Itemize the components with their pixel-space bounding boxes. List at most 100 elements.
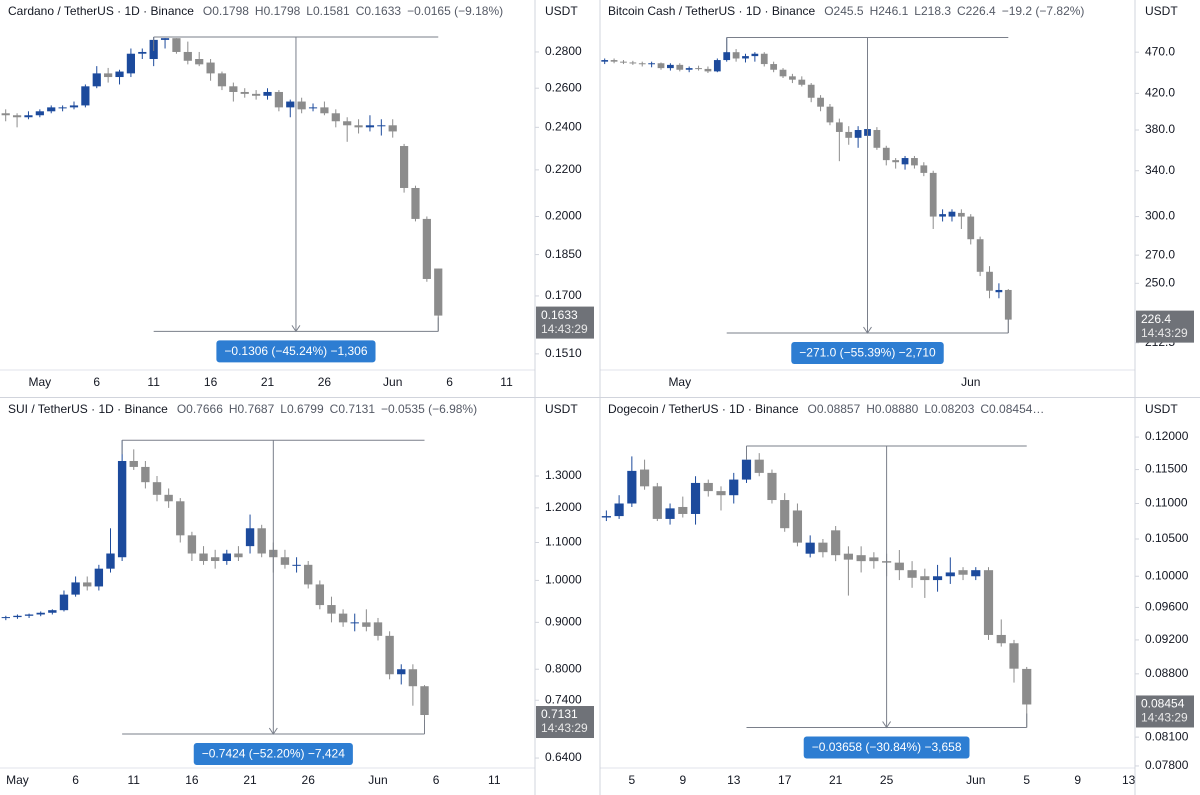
x-tick-label: 21	[829, 773, 843, 787]
measure-arrowhead	[882, 721, 892, 729]
candle-body	[723, 52, 731, 61]
candle-body	[81, 86, 90, 106]
candle-body	[911, 158, 918, 166]
candle-body	[713, 60, 721, 72]
candle-body	[13, 615, 22, 618]
x-tick-label: 13	[727, 773, 741, 787]
y-tick-label: 0.2600	[545, 80, 582, 94]
ohlc-value: O0.08857	[808, 402, 861, 416]
candle-body	[385, 635, 394, 675]
y-tick-label: 0.2200	[545, 162, 582, 176]
chart-header: SUI / TetherUS · 1D · Binance O0.7666 H0.7…	[8, 402, 477, 416]
candle-body	[183, 51, 192, 61]
candle-body	[807, 84, 815, 98]
candle-body	[817, 97, 824, 107]
candle-body	[388, 125, 397, 132]
ohlc-value: H0.7687	[229, 402, 275, 416]
measure-arrowhead	[268, 727, 278, 735]
candle-body	[610, 60, 618, 62]
candle-body	[126, 53, 136, 74]
candle-body	[327, 605, 336, 614]
ohlc-value: −19.2 (−7.82%)	[1002, 4, 1085, 18]
currency-label: USDT	[1145, 402, 1178, 416]
candle-body	[754, 459, 764, 473]
y-tick-label: 0.8000	[545, 661, 582, 675]
candle-body	[36, 612, 45, 615]
chart-title: Dogecoin / TetherUS · 1D · Binance	[608, 402, 799, 416]
candle-body	[217, 73, 227, 87]
y-tick-label: 0.1510	[545, 346, 582, 360]
chart-header: Cardano / TetherUS · 1D · Binance O0.1798…	[8, 4, 503, 18]
x-tick-label: 25	[880, 773, 894, 787]
candle-body	[47, 107, 56, 112]
candle-body	[331, 113, 340, 122]
x-tick-label: 5	[629, 773, 636, 787]
candle-body	[176, 501, 185, 536]
candle-body	[639, 469, 650, 487]
x-tick-label: 11	[500, 375, 513, 389]
candle-body	[377, 125, 386, 127]
candle-body	[732, 52, 740, 59]
candle-body	[856, 555, 866, 562]
candle-body	[901, 158, 909, 165]
candle-body	[308, 107, 318, 109]
candle-body	[1009, 643, 1019, 669]
price-axis-bg	[1136, 398, 1200, 795]
candle-body	[805, 542, 815, 554]
candle-body	[83, 582, 92, 587]
candle-body	[831, 530, 841, 556]
candle-body	[678, 506, 688, 514]
y-tick-label: 470.0	[1145, 44, 1175, 58]
candle-body	[843, 553, 853, 560]
y-tick-label: 0.08800	[1145, 666, 1189, 680]
candle-body	[892, 160, 900, 163]
chart-header: Dogecoin / TetherUS · 1D · Binance O0.088…	[608, 402, 1044, 416]
candle-body	[234, 553, 243, 558]
candle-body	[869, 557, 879, 562]
ohlc-value: O0.7666	[177, 402, 223, 416]
ohlc-value: O0.1798	[203, 4, 249, 18]
candle-body	[59, 594, 69, 611]
candle-body	[199, 553, 208, 562]
candle-body	[629, 62, 637, 64]
candle-body	[967, 216, 975, 240]
y-tick-label: 0.9000	[545, 615, 582, 629]
y-tick-label: 0.07800	[1145, 758, 1189, 772]
ohlc-value: L0.6799	[280, 402, 324, 416]
candle-body	[141, 466, 150, 483]
candle-body	[160, 38, 170, 40]
candle-body	[315, 584, 325, 606]
candle-body	[703, 482, 713, 492]
last-price-box	[1136, 310, 1194, 343]
candle-body	[792, 510, 803, 543]
candle-body	[894, 562, 904, 571]
measure-label: −271.0 (−55.39%) −2,710	[799, 346, 936, 360]
candle-body	[222, 553, 231, 562]
candle-body	[129, 460, 138, 467]
x-tick-label: 16	[185, 773, 199, 787]
y-tick-label: 0.11500	[1145, 462, 1188, 476]
candle-body	[138, 51, 147, 54]
candle-body	[716, 491, 726, 496]
candle-body	[907, 570, 917, 578]
last-price-box	[536, 306, 594, 339]
measure-label: −0.7424 (−52.20%) −7,424	[202, 747, 345, 761]
y-tick-label: 300.0	[1145, 209, 1175, 223]
candle-body	[996, 634, 1006, 644]
candle-body	[152, 482, 162, 495]
measure-label-box	[216, 340, 376, 363]
candle-body	[115, 71, 124, 78]
measure-label-box	[193, 742, 353, 765]
candle-body	[292, 564, 301, 566]
last-price-label: 0.08454	[1141, 697, 1185, 711]
candle-body	[434, 268, 443, 316]
measure-label: −0.03658 (−30.84%) −3,658	[812, 740, 962, 754]
chart-title: SUI / TetherUS · 1D · Binance	[8, 402, 168, 416]
candle-body	[1, 113, 10, 116]
candle-body	[882, 147, 890, 161]
candle-body	[195, 59, 204, 65]
ohlc-value: −0.0165 (−9.18%)	[407, 4, 503, 18]
candle-body	[320, 107, 329, 114]
ohlc-value: L0.1581	[306, 4, 350, 18]
